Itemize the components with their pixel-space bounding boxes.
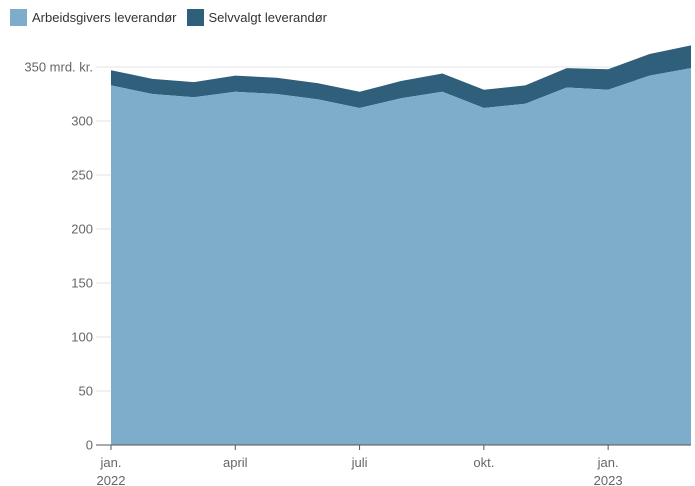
y-tick-label: 200 — [71, 222, 93, 237]
legend: Arbeidsgivers leverandør Selvvalgt lever… — [10, 9, 337, 26]
legend-swatch-arbeidsgiver — [10, 9, 27, 26]
x-tick-year-label: 2022 — [97, 473, 126, 486]
legend-item-arbeidsgiver: Arbeidsgivers leverandør — [10, 9, 177, 26]
y-tick-label: 100 — [71, 330, 93, 345]
y-tick-label: 50 — [79, 384, 93, 399]
legend-label-arbeidsgiver: Arbeidsgivers leverandør — [32, 10, 177, 25]
y-tick-label: 0 — [86, 438, 93, 453]
y-tick-label: 300 — [71, 114, 93, 129]
y-tick-label: 150 — [71, 276, 93, 291]
x-tick-label: april — [223, 455, 248, 470]
y-tick-label: 250 — [71, 168, 93, 183]
x-tick-label: jan. — [100, 455, 122, 470]
y-tick-label: 350 mrd. kr. — [24, 60, 93, 75]
x-tick-label: okt. — [473, 455, 494, 470]
legend-swatch-selvvalgt — [186, 9, 204, 26]
x-tick-year-label: 2023 — [594, 473, 623, 486]
series-area-arbeidsgiver — [111, 68, 691, 445]
legend-item-selvvalgt: Selvvalgt leverandør — [186, 9, 328, 26]
legend-label-selvvalgt: Selvvalgt leverandør — [208, 10, 328, 25]
series-area-selvvalgt — [111, 45, 691, 108]
x-tick-label: jan. — [597, 455, 619, 470]
x-tick-label: juli — [351, 455, 368, 470]
